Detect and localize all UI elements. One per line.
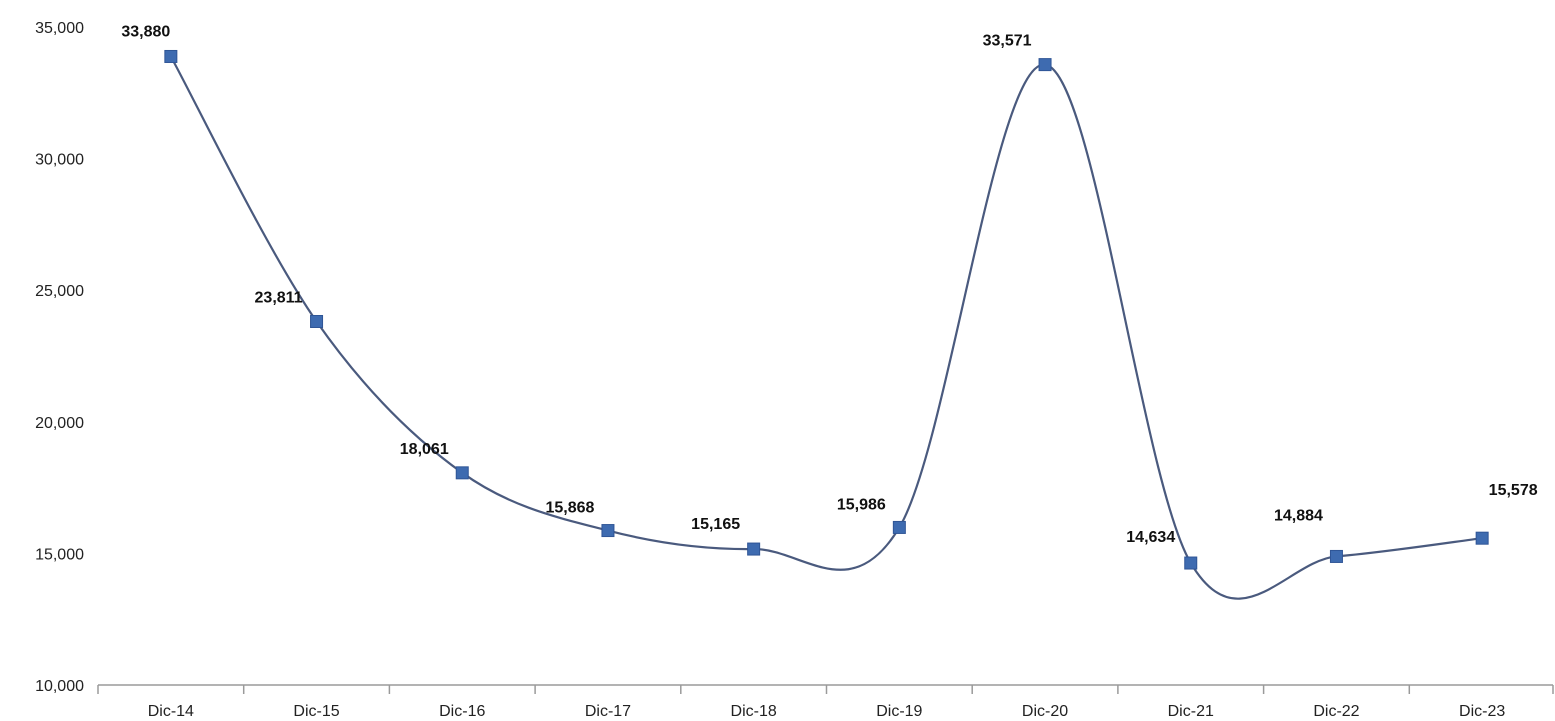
data-label: 15,578 — [1489, 482, 1538, 499]
data-label: 23,811 — [255, 289, 303, 306]
x-tick-label: Dic-19 — [876, 703, 922, 720]
x-axis: Dic-14 Dic-15 Dic-16 Dic-17 Dic-18 Dic-19 Dic-… — [97, 684, 1554, 720]
x-tick-label: Dic-22 — [1313, 703, 1359, 720]
data-point-marker — [747, 542, 761, 556]
data-label: 14,634 — [1126, 529, 1175, 546]
data-point-marker — [455, 466, 469, 480]
y-tick-label: 20,000 — [35, 415, 84, 432]
x-tick-label: Dic-18 — [731, 703, 777, 720]
x-tick-label: Dic-17 — [585, 703, 631, 720]
data-label: 15,986 — [837, 496, 886, 513]
y-tick-label: 15,000 — [35, 546, 84, 563]
data-point-marker — [310, 314, 324, 328]
y-tick-label: 35,000 — [35, 20, 84, 37]
data-label: 18,061 — [400, 441, 449, 458]
data-point-marker — [601, 524, 615, 538]
data-label: 33,880 — [121, 23, 170, 40]
data-point-marker — [892, 520, 906, 534]
data-point-marker — [1038, 58, 1052, 72]
marker-layer — [164, 49, 1489, 570]
x-tick-label: Dic-14 — [148, 703, 194, 720]
data-label: 14,884 — [1274, 507, 1323, 524]
data-point-marker — [164, 49, 178, 63]
y-axis: 10,000 15,000 20,000 25,000 30,000 35,000 — [35, 20, 84, 695]
data-point-marker — [1184, 556, 1198, 570]
x-tick-label: Dic-21 — [1168, 703, 1214, 720]
y-tick-label: 10,000 — [35, 678, 84, 695]
data-point-marker — [1329, 549, 1343, 563]
x-tick-label: Dic-16 — [439, 703, 485, 720]
data-label: 15,165 — [691, 516, 740, 533]
x-tick-label: Dic-20 — [1022, 703, 1068, 720]
x-tick-label: Dic-23 — [1459, 703, 1505, 720]
data-label: 33,571 — [983, 33, 1032, 50]
x-tick-label: Dic-15 — [293, 703, 339, 720]
data-label-layer: 33,880 23,811 18,061 15,868 15,165 15,986 33,5… — [121, 23, 1537, 546]
y-tick-label: 25,000 — [35, 283, 84, 300]
y-tick-label: 30,000 — [35, 152, 84, 169]
data-point-marker — [1475, 531, 1489, 545]
data-label: 15,868 — [545, 500, 594, 517]
